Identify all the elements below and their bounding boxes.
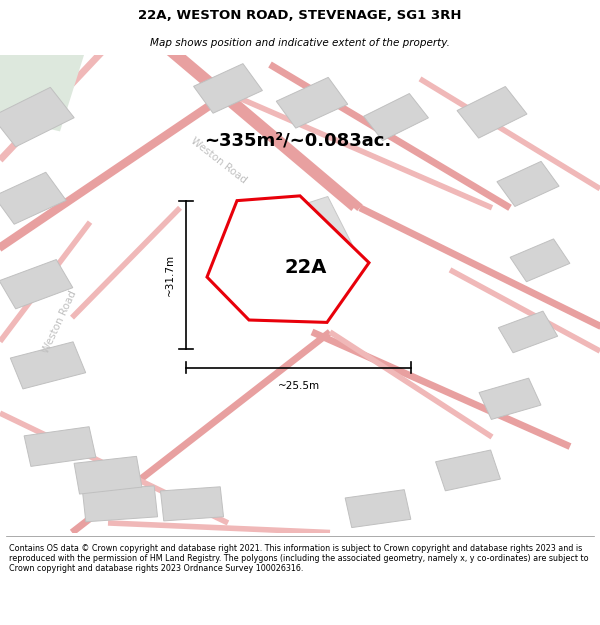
Polygon shape — [0, 55, 84, 131]
Polygon shape — [24, 427, 96, 466]
Polygon shape — [457, 86, 527, 138]
Polygon shape — [345, 489, 411, 528]
Polygon shape — [207, 196, 369, 322]
Polygon shape — [74, 456, 142, 494]
Polygon shape — [194, 64, 262, 113]
Polygon shape — [510, 239, 570, 282]
Polygon shape — [479, 378, 541, 419]
Polygon shape — [160, 487, 224, 521]
Text: 22A: 22A — [284, 258, 326, 278]
Text: Weston Road: Weston Road — [189, 135, 249, 185]
Text: Contains OS data © Crown copyright and database right 2021. This information is : Contains OS data © Crown copyright and d… — [9, 544, 589, 573]
Polygon shape — [276, 78, 348, 128]
Polygon shape — [497, 161, 559, 206]
Polygon shape — [0, 259, 73, 309]
Polygon shape — [247, 196, 365, 296]
Text: ~25.5m: ~25.5m — [277, 381, 320, 391]
Text: ~31.7m: ~31.7m — [165, 254, 175, 296]
Polygon shape — [10, 342, 86, 389]
Polygon shape — [0, 173, 66, 224]
Text: Map shows position and indicative extent of the property.: Map shows position and indicative extent… — [150, 38, 450, 48]
Text: Weston Road: Weston Road — [41, 289, 79, 355]
Polygon shape — [499, 311, 557, 352]
Polygon shape — [364, 94, 428, 141]
Text: ~335m²/~0.083ac.: ~335m²/~0.083ac. — [204, 132, 391, 150]
Polygon shape — [0, 88, 74, 147]
Polygon shape — [82, 486, 158, 522]
Polygon shape — [436, 450, 500, 491]
Text: 22A, WESTON ROAD, STEVENAGE, SG1 3RH: 22A, WESTON ROAD, STEVENAGE, SG1 3RH — [138, 9, 462, 22]
